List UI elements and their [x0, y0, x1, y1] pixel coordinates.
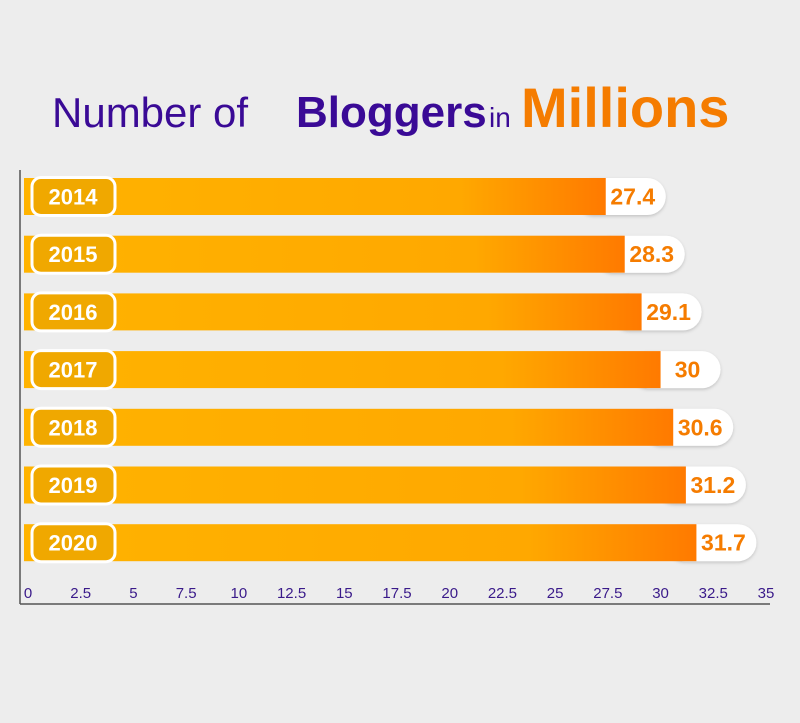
- category-label: 2017: [49, 358, 98, 383]
- bar: [24, 235, 625, 273]
- value-label: 30.6: [678, 414, 723, 440]
- bar: [24, 178, 606, 215]
- x-tick-label: 10: [231, 585, 248, 602]
- value-label: 29.1: [646, 299, 691, 325]
- bar: [24, 408, 674, 446]
- bar: [24, 351, 661, 389]
- bar-row-2017: 2017 30: [24, 349, 721, 391]
- value-label: 30: [675, 357, 701, 383]
- value-label: 27.4: [610, 184, 655, 210]
- bar-row-2016: 2016 29.1: [24, 291, 702, 333]
- x-tick-label: 5: [129, 585, 137, 602]
- title-part-4: Millions: [521, 76, 729, 139]
- x-tick-label: 7.5: [176, 585, 197, 602]
- x-tick-label: 2.5: [70, 585, 91, 602]
- x-tick-label: 20: [441, 585, 458, 602]
- category-pill: [30, 349, 117, 391]
- x-tick-label: 25: [547, 585, 564, 602]
- category-pill: [30, 291, 117, 333]
- x-tick-label: 27.5: [593, 585, 622, 602]
- x-tick-label: 12.5: [277, 585, 306, 602]
- x-tick-label: 0: [24, 585, 32, 602]
- title-part-2: Bloggers: [296, 88, 487, 137]
- category-label: 2016: [49, 300, 98, 325]
- bar-row-2020: 2020 31.7: [24, 522, 757, 564]
- bar-row-2014: 2014 27.4: [24, 176, 666, 217]
- category-label: 2015: [49, 242, 98, 267]
- category-label: 2019: [49, 473, 98, 498]
- x-tick-label: 35: [758, 585, 775, 602]
- x-tick-label: 22.5: [488, 585, 517, 602]
- x-tick-label: 30: [652, 585, 669, 602]
- category-label: 2020: [49, 531, 98, 556]
- category-pill: [30, 176, 117, 217]
- category-pill: [30, 464, 117, 506]
- x-tick-label: 32.5: [699, 585, 728, 602]
- x-tick-label: 17.5: [382, 585, 411, 602]
- bar: [24, 466, 686, 504]
- bar-row-2019: 2019 31.2: [24, 464, 746, 506]
- category-pill: [30, 522, 117, 564]
- bar-row-2015: 2015 28.3: [24, 233, 685, 275]
- category-label: 2018: [49, 415, 98, 440]
- value-label: 31.2: [690, 472, 735, 498]
- x-tick-labels: 0 2.5 5 7.5 10 12.5 15 17.5 20 22.5 25 27.5 30 32.5 35: [24, 585, 775, 602]
- category-pill: [30, 406, 117, 448]
- value-label: 31.7: [701, 530, 746, 556]
- value-label: 28.3: [629, 241, 674, 267]
- x-tick-label: 15: [336, 585, 353, 602]
- bar: [24, 524, 697, 562]
- category-pill: [30, 233, 117, 275]
- category-label: 2014: [49, 185, 99, 210]
- chart-title: Number of Bloggers in Millions: [52, 76, 729, 139]
- title-part-3: in: [489, 102, 511, 133]
- title-part-1: Number of: [52, 89, 248, 136]
- bar-row-2018: 2018 30.6: [24, 406, 734, 448]
- bar: [24, 293, 642, 331]
